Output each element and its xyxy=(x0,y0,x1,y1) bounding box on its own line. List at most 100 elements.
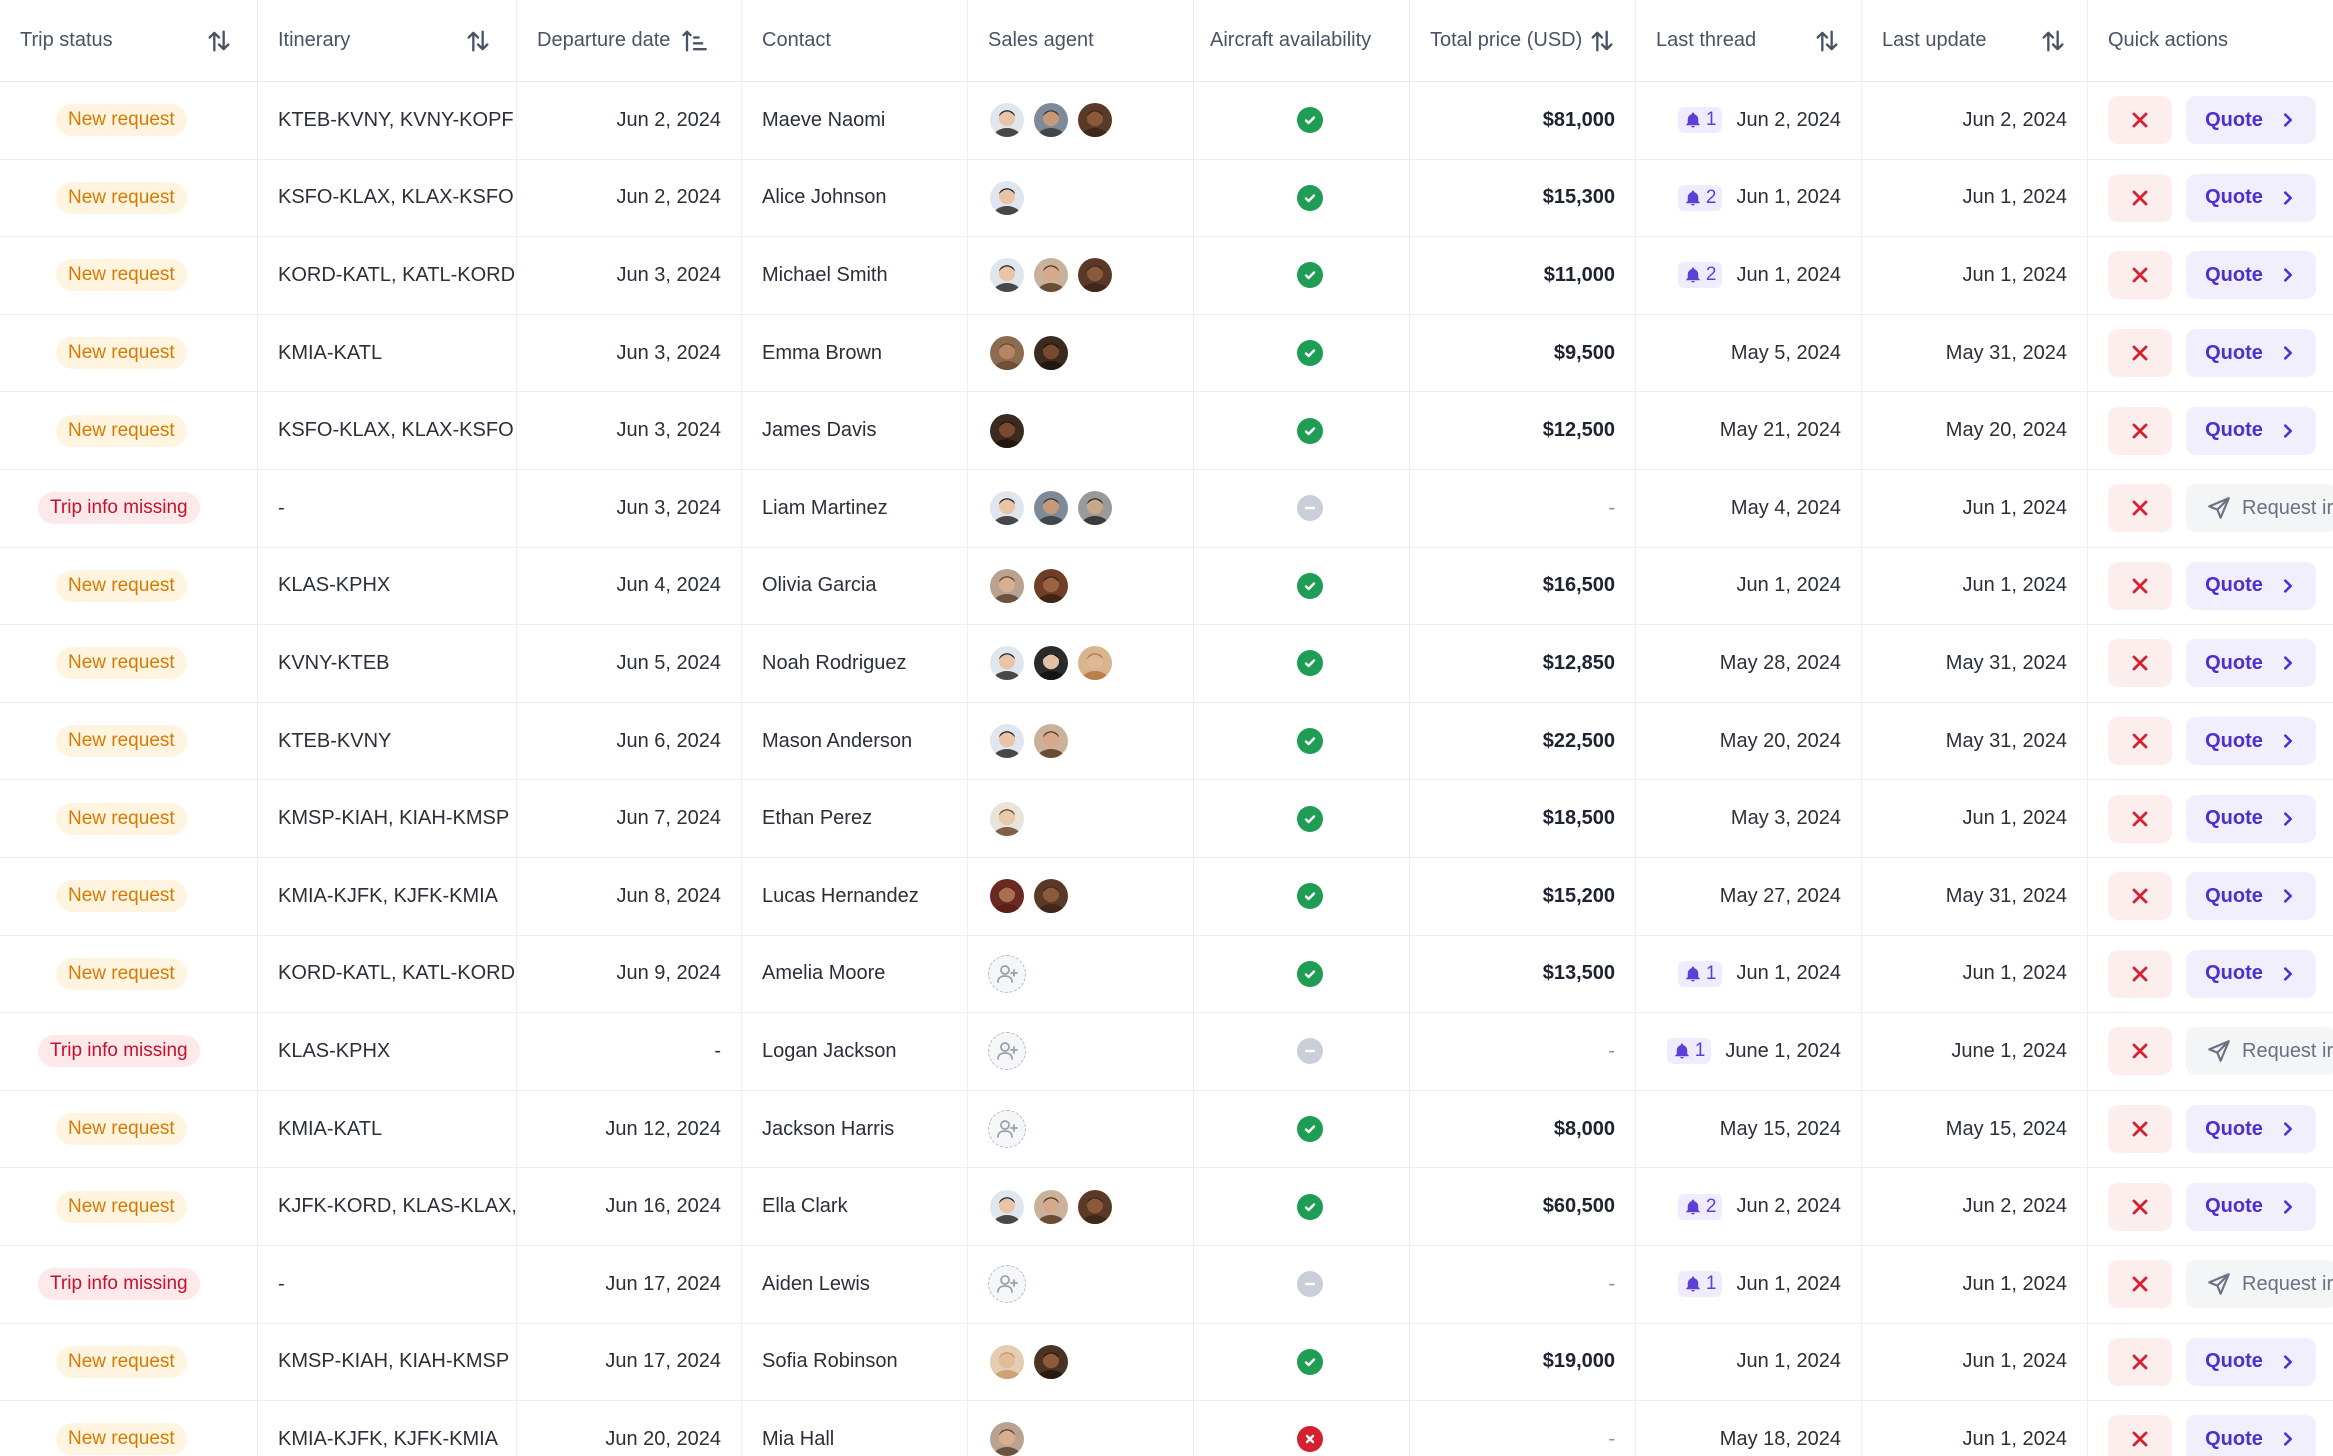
contact-cell[interactable]: Mason Anderson xyxy=(742,703,967,780)
agent-avatar[interactable] xyxy=(988,101,1026,140)
contact-cell[interactable]: Maeve Naomi xyxy=(742,82,967,159)
header-last-update[interactable]: Last update xyxy=(1862,0,2087,81)
agent-avatar[interactable] xyxy=(988,178,1026,217)
agent-avatar[interactable] xyxy=(988,256,1026,295)
dismiss-button[interactable] xyxy=(2108,872,2172,921)
dismiss-button[interactable] xyxy=(2108,251,2172,300)
contact-cell[interactable]: Michael Smith xyxy=(742,237,967,314)
notification-badge[interactable]: 1 xyxy=(1677,960,1723,987)
header-last-thread[interactable]: Last thread xyxy=(1636,0,1861,81)
agent-avatar[interactable] xyxy=(1076,256,1114,295)
notification-badge[interactable]: 2 xyxy=(1677,1193,1723,1220)
add-agent-button[interactable] xyxy=(988,1265,1026,1304)
contact-cell[interactable]: Jackson Harris xyxy=(742,1091,967,1168)
quote-button[interactable]: Quote xyxy=(2186,949,2316,998)
table-row[interactable]: New request KTEB-KVNY, KVNY-KOPF Jun 2, 20… xyxy=(0,82,2333,160)
quote-button[interactable]: Quote xyxy=(2186,96,2316,145)
header-itinerary[interactable]: Itinerary xyxy=(258,0,516,81)
sort-ascending-icon[interactable] xyxy=(680,27,708,55)
dismiss-button[interactable] xyxy=(2108,1337,2172,1386)
agent-avatar[interactable] xyxy=(988,1187,1026,1226)
dismiss-button[interactable] xyxy=(2108,1027,2172,1076)
notification-badge[interactable]: 2 xyxy=(1677,262,1723,289)
request-info-button[interactable]: Request ir xyxy=(2186,1027,2333,1076)
agent-avatar[interactable] xyxy=(1076,101,1114,140)
request-info-button[interactable]: Request ir xyxy=(2186,484,2333,533)
notification-badge[interactable]: 1 xyxy=(1677,107,1723,134)
dismiss-button[interactable] xyxy=(2108,794,2172,843)
sort-icon[interactable] xyxy=(2039,27,2067,55)
dismiss-button[interactable] xyxy=(2108,1415,2172,1456)
agent-avatar[interactable] xyxy=(1032,101,1070,140)
agent-avatar[interactable] xyxy=(988,877,1026,916)
agent-avatar[interactable] xyxy=(1032,722,1070,761)
sort-icon[interactable] xyxy=(1813,27,1841,55)
agent-avatar[interactable] xyxy=(1032,1187,1070,1226)
contact-cell[interactable]: Liam Martinez xyxy=(742,470,967,547)
agent-avatar[interactable] xyxy=(1032,1342,1070,1381)
notification-badge[interactable]: 1 xyxy=(1666,1038,1712,1065)
header-total-price[interactable]: Total price (USD) xyxy=(1410,0,1635,81)
table-row[interactable]: New request KLAS-KPHX Jun 4, 2024 Olivia Ga… xyxy=(0,548,2333,626)
agent-avatar[interactable] xyxy=(988,644,1026,683)
table-row[interactable]: New request KMIA-KATL Jun 12, 2024 Jackson … xyxy=(0,1091,2333,1169)
header-trip-status[interactable]: Trip status xyxy=(0,0,257,81)
sort-icon[interactable] xyxy=(205,27,233,55)
quote-button[interactable]: Quote xyxy=(2186,717,2316,766)
quote-button[interactable]: Quote xyxy=(2186,561,2316,610)
quote-button[interactable]: Quote xyxy=(2186,251,2316,300)
agent-avatar[interactable] xyxy=(988,489,1026,528)
agent-avatar[interactable] xyxy=(1076,644,1114,683)
header-departure-date[interactable]: Departure date xyxy=(517,0,741,81)
table-row[interactable]: New request KSFO-KLAX, KLAX-KSFO Jun 2, 20… xyxy=(0,160,2333,238)
contact-cell[interactable]: Aiden Lewis xyxy=(742,1246,967,1323)
table-row[interactable]: New request KORD-KATL, KATL-KORD Jun 3, 20… xyxy=(0,237,2333,315)
contact-cell[interactable]: James Davis xyxy=(742,392,967,469)
agent-avatar[interactable] xyxy=(988,722,1026,761)
add-agent-button[interactable] xyxy=(988,1110,1026,1149)
contact-cell[interactable]: Logan Jackson xyxy=(742,1013,967,1090)
add-agent-button[interactable] xyxy=(988,1032,1026,1071)
quote-button[interactable]: Quote xyxy=(2186,639,2316,688)
quote-button[interactable]: Quote xyxy=(2186,406,2316,455)
table-row[interactable]: Trip info missing - Jun 17, 2024 Aiden Lewi… xyxy=(0,1246,2333,1324)
table-row[interactable]: New request KJFK-KORD, KLAS-KLAX, KLA Jun … xyxy=(0,1168,2333,1246)
table-row[interactable]: Trip info missing - Jun 3, 2024 Liam Martin… xyxy=(0,470,2333,548)
agent-avatar[interactable] xyxy=(988,1420,1026,1456)
table-row[interactable]: New request KSFO-KLAX, KLAX-KSFO Jun 3, 20… xyxy=(0,392,2333,470)
dismiss-button[interactable] xyxy=(2108,717,2172,766)
request-info-button[interactable]: Request ir xyxy=(2186,1260,2333,1309)
agent-avatar[interactable] xyxy=(1032,334,1070,373)
table-row[interactable]: New request KMIA-KATL Jun 3, 2024 Emma Brow… xyxy=(0,315,2333,393)
table-row[interactable]: New request KORD-KATL, KATL-KORD Jun 9, 20… xyxy=(0,936,2333,1014)
agent-avatar[interactable] xyxy=(988,411,1026,450)
quote-button[interactable]: Quote xyxy=(2186,1337,2316,1386)
agent-avatar[interactable] xyxy=(1076,1187,1114,1226)
agent-avatar[interactable] xyxy=(1032,489,1070,528)
quote-button[interactable]: Quote xyxy=(2186,1415,2316,1456)
table-row[interactable]: New request KMIA-KJFK, KJFK-KMIA Jun 8, 20… xyxy=(0,858,2333,936)
quote-button[interactable]: Quote xyxy=(2186,1105,2316,1154)
contact-cell[interactable]: Olivia Garcia xyxy=(742,548,967,625)
dismiss-button[interactable] xyxy=(2108,173,2172,222)
dismiss-button[interactable] xyxy=(2108,561,2172,610)
table-row[interactable]: New request KMSP-KIAH, KIAH-KMSP Jun 7, 20… xyxy=(0,780,2333,858)
dismiss-button[interactable] xyxy=(2108,329,2172,378)
dismiss-button[interactable] xyxy=(2108,96,2172,145)
table-row[interactable]: New request KMIA-KJFK, KJFK-KMIA Jun 20, 2… xyxy=(0,1401,2333,1456)
agent-avatar[interactable] xyxy=(1032,877,1070,916)
dismiss-button[interactable] xyxy=(2108,1105,2172,1154)
agent-avatar[interactable] xyxy=(1032,566,1070,605)
dismiss-button[interactable] xyxy=(2108,484,2172,533)
sort-icon[interactable] xyxy=(1588,27,1616,55)
dismiss-button[interactable] xyxy=(2108,1182,2172,1231)
contact-cell[interactable]: Alice Johnson xyxy=(742,160,967,237)
quote-button[interactable]: Quote xyxy=(2186,794,2316,843)
add-agent-button[interactable] xyxy=(988,954,1026,993)
dismiss-button[interactable] xyxy=(2108,639,2172,688)
sort-icon[interactable] xyxy=(464,27,492,55)
table-row[interactable]: Trip info missing KLAS-KPHX - Logan Jackson… xyxy=(0,1013,2333,1091)
dismiss-button[interactable] xyxy=(2108,949,2172,998)
contact-cell[interactable]: Mia Hall xyxy=(742,1401,967,1456)
contact-cell[interactable]: Amelia Moore xyxy=(742,936,967,1013)
